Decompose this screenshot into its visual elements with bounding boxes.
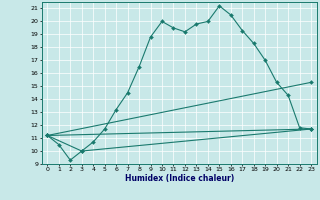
- X-axis label: Humidex (Indice chaleur): Humidex (Indice chaleur): [124, 174, 234, 183]
